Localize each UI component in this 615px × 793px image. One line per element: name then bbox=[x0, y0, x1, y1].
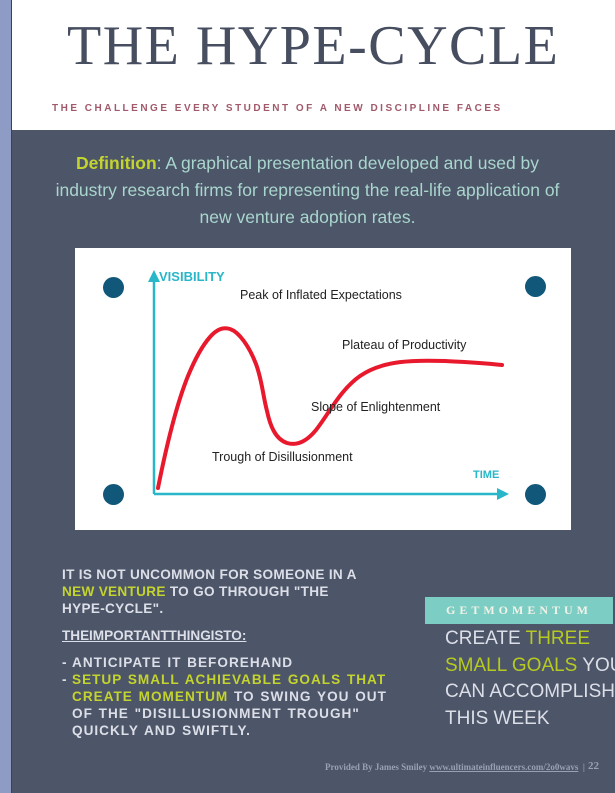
svg-text:Slope of Enlightenment: Slope of Enlightenment bbox=[311, 400, 441, 414]
svg-text:TIME: TIME bbox=[473, 469, 499, 481]
svg-text:Peak of Inflated Expectations: Peak of Inflated Expectations bbox=[240, 288, 402, 302]
svg-text:Trough of Disillusionment: Trough of Disillusionment bbox=[212, 450, 353, 464]
svg-text:VISIBILITY: VISIBILITY bbox=[159, 269, 225, 284]
svg-text:Plateau of Productivity: Plateau of Productivity bbox=[342, 338, 467, 352]
